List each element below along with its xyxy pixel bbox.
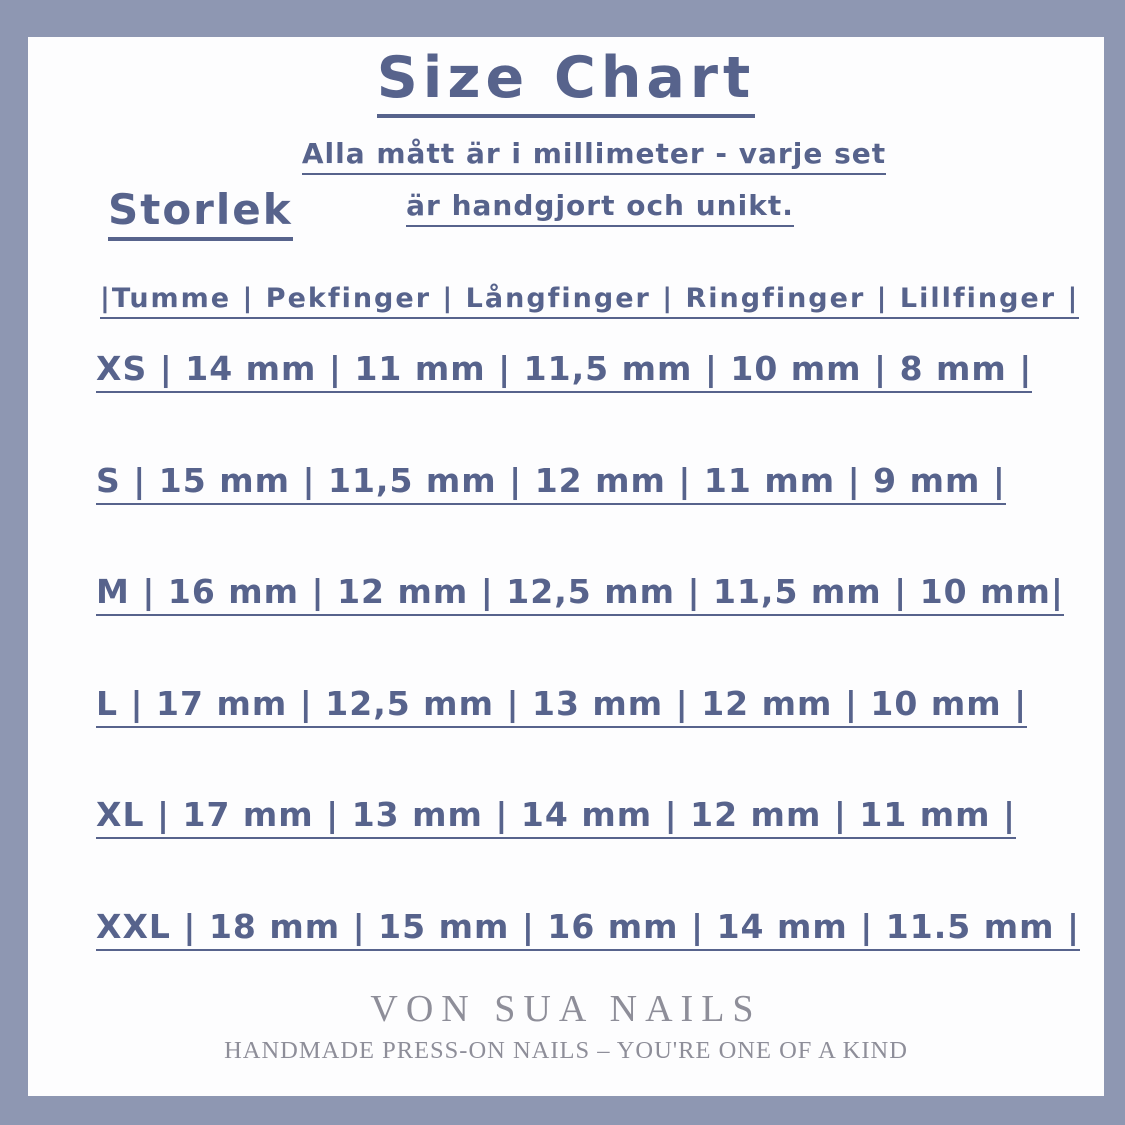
size-row-xxl: XXL | 18 mm | 15 mm | 16 mm | 14 mm | 11…: [96, 907, 1081, 951]
brand-tagline: HANDMADE PRESS-ON NAILS – YOU'RE ONE OF …: [224, 1037, 908, 1064]
subtitle-line-2: är handgjort och unikt.: [406, 189, 794, 227]
size-row-l: L | 17 mm | 12,5 mm | 13 mm | 12 mm | 10…: [96, 684, 1028, 728]
section-heading: Storlek: [108, 185, 293, 241]
title-wrap: Size Chart: [28, 45, 1104, 118]
table-row: XXL | 18 mm | 15 mm | 16 mm | 14 mm | 11…: [96, 907, 1081, 951]
size-row-m: M | 16 mm | 12 mm | 12,5 mm | 11,5 mm | …: [96, 572, 1064, 616]
table-row: M | 16 mm | 12 mm | 12,5 mm | 11,5 mm | …: [96, 572, 1064, 616]
table-row: S | 15 mm | 11,5 mm | 12 mm | 11 mm | 9 …: [96, 461, 1006, 505]
size-row-xs: XS | 14 mm | 11 mm | 11,5 mm | 10 mm | 8…: [96, 349, 1033, 393]
table-row: L | 17 mm | 12,5 mm | 13 mm | 12 mm | 10…: [96, 684, 1028, 728]
table-row: XS | 14 mm | 11 mm | 11,5 mm | 10 mm | 8…: [96, 349, 1033, 393]
table-header-text: |Tumme | Pekfinger | Långfinger | Ringfi…: [100, 283, 1080, 319]
subtitle-line-1: Alla mått är i millimeter - varje set: [301, 137, 887, 175]
subtitle-line-2-wrap: är handgjort och unikt.: [28, 189, 1104, 227]
page-title: Size Chart: [376, 45, 756, 118]
section-heading-wrap: Storlek: [108, 185, 293, 241]
size-row-s: S | 15 mm | 11,5 mm | 12 mm | 11 mm | 9 …: [96, 461, 1006, 505]
table-header-row: |Tumme | Pekfinger | Långfinger | Ringfi…: [100, 283, 1080, 319]
brand-name: VON SUA NAILS: [370, 988, 762, 1030]
size-row-xl: XL | 17 mm | 13 mm | 14 mm | 12 mm | 11 …: [96, 795, 1017, 839]
table-row: XL | 17 mm | 13 mm | 14 mm | 12 mm | 11 …: [96, 795, 1017, 839]
size-chart-card: Size Chart Alla mått är i millimeter - v…: [28, 37, 1104, 1096]
subtitle-line-1-wrap: Alla mått är i millimeter - varje set: [28, 137, 1104, 175]
